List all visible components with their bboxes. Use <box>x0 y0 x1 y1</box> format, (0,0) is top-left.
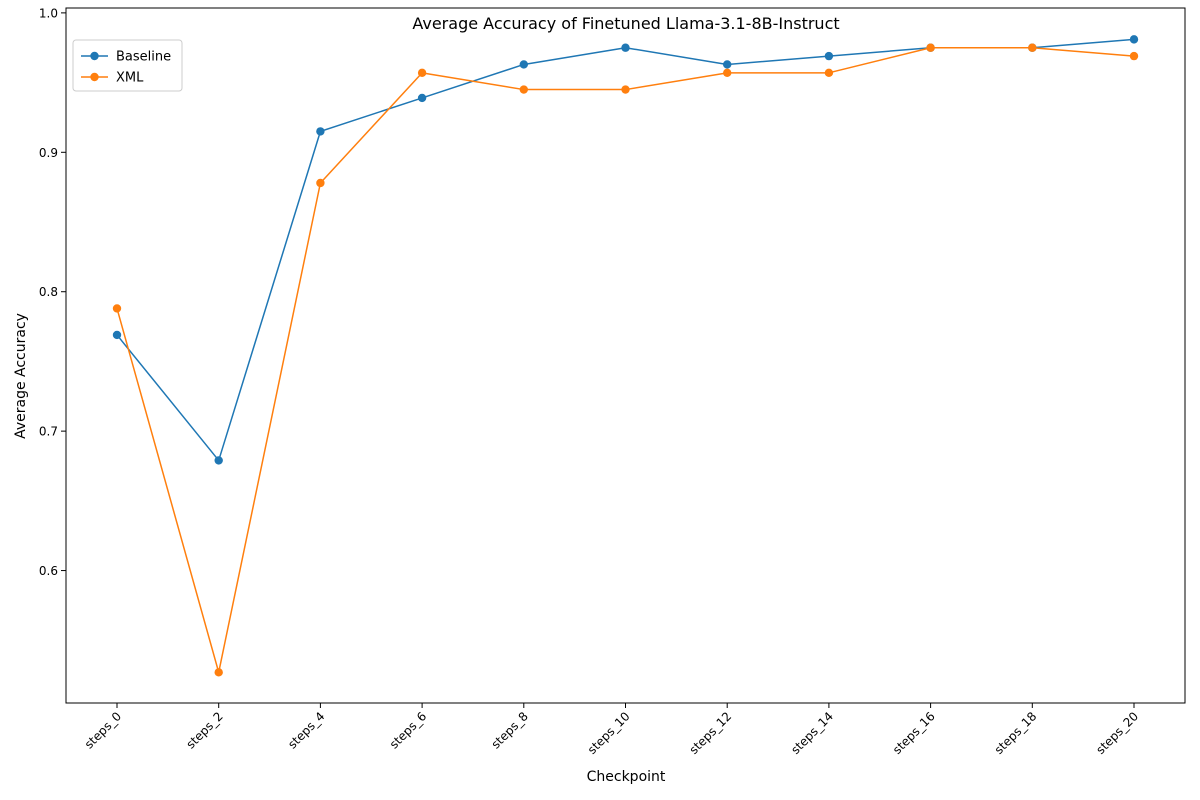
data-point-baseline <box>214 456 223 465</box>
y-tick-label: 0.9 <box>39 146 58 160</box>
data-point-baseline <box>316 127 325 136</box>
data-point-baseline <box>824 51 834 61</box>
y-tick-label: 0.6 <box>39 564 58 578</box>
data-point-xml <box>214 668 223 677</box>
y-tick-label: 1.0 <box>39 6 58 20</box>
data-point-baseline <box>723 60 732 69</box>
data-point-xml <box>621 85 630 94</box>
legend-box <box>72 39 183 92</box>
data-point-xml <box>1028 43 1037 52</box>
y-tick-label: 0.8 <box>39 285 58 299</box>
data-point-baseline <box>621 43 630 52</box>
y-axis-label: Average Accuracy <box>13 313 29 439</box>
legend-marker-xml <box>90 72 99 82</box>
chart-title: Average Accuracy of Finetuned Llama-3.1-… <box>412 14 839 33</box>
data-point-xml <box>519 85 528 94</box>
data-point-xml <box>112 304 122 313</box>
legend-label-baseline: Baseline <box>116 50 171 65</box>
data-point-xml <box>316 178 325 188</box>
data-point-baseline <box>112 330 122 340</box>
data-point-baseline <box>519 60 528 69</box>
data-point-baseline <box>1129 35 1139 44</box>
data-point-xml <box>926 43 935 52</box>
y-axis-ticks: 0.6 0.7 0.8 0.9 1.0 <box>39 6 66 578</box>
data-point-xml <box>417 68 427 78</box>
data-point-xml <box>723 68 732 78</box>
legend-marker-baseline <box>90 51 99 61</box>
data-point-xml <box>1129 51 1139 61</box>
y-tick-label: 0.7 <box>39 425 58 439</box>
data-point-xml <box>824 68 834 78</box>
x-axis-label: Checkpoint <box>587 769 666 785</box>
data-point-baseline <box>417 93 427 103</box>
legend: Baseline XML <box>72 39 183 92</box>
plot-area <box>112 35 1139 677</box>
legend-label-xml: XML <box>116 71 144 86</box>
